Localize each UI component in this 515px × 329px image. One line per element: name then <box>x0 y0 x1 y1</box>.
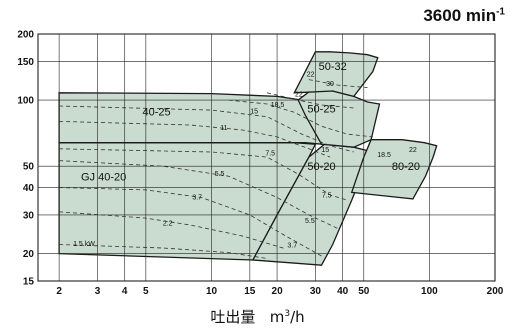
y-tick-label: 30 <box>23 210 35 221</box>
x-axis-label-exp: 3 <box>284 309 291 319</box>
speed-label: 3600 min-1 <box>423 6 505 26</box>
power-label: 18.5 <box>271 102 285 109</box>
power-curves-layer <box>59 79 373 259</box>
power-curve <box>59 160 338 229</box>
x-tick-label: 3 <box>95 286 101 297</box>
power-label: 15 <box>250 108 258 115</box>
power-curve <box>59 187 322 257</box>
x-tick-label: 20 <box>272 286 284 297</box>
power-curve <box>308 79 368 88</box>
x-tick-label: 2 <box>56 286 62 297</box>
plot-frame <box>37 33 496 282</box>
x-axis-label-tail: /h <box>290 308 305 326</box>
power-curve <box>267 92 354 109</box>
region-label: 50-20 <box>307 161 335 173</box>
speed-exponent: -1 <box>496 6 505 18</box>
power-label: 15 <box>321 147 329 154</box>
region-label: 80-20 <box>392 161 420 173</box>
y-tick-label: 40 <box>23 183 35 194</box>
x-tick-label: 15 <box>244 286 256 297</box>
power-label: 5.5 <box>215 171 225 178</box>
power-label: 7.5 <box>322 193 332 200</box>
y-tick-label: 20 <box>23 249 35 260</box>
power-label: 30 <box>326 81 334 88</box>
x-tick-label: 30 <box>310 286 322 297</box>
grid-layer <box>37 33 496 282</box>
labels-layer: 1.5 kW 2.2 3.7 5.5 7.5 11 15 18.5 22 30 15 18.5 22 22… <box>73 61 420 250</box>
x-axis-label: 吐出量 m3/h <box>0 306 515 327</box>
power-label: 22 <box>295 91 303 98</box>
x-axis-label-main: 吐出量 <box>210 308 256 326</box>
y-tick-label: 200 <box>17 30 34 41</box>
x-tick-label: 50 <box>358 286 370 297</box>
power-label: 22 <box>409 147 417 154</box>
region-40-25 <box>58 92 323 145</box>
y-tick-label: 100 <box>17 96 34 107</box>
power-curve <box>59 148 348 201</box>
power-curve <box>228 99 373 138</box>
region-label: GJ 40-20 <box>81 172 126 184</box>
y-tick-label: 150 <box>17 57 34 68</box>
power-curve <box>59 105 354 153</box>
power-label: 3.7 <box>287 243 297 250</box>
x-tick-label: 5 <box>143 286 149 297</box>
x-tick-label: 100 <box>421 286 438 297</box>
power-label: 18.5 <box>377 152 391 159</box>
y-tick-label: 50 <box>23 162 35 173</box>
x-tick-label: 10 <box>206 286 218 297</box>
x-tick-label: 40 <box>337 286 349 297</box>
power-curve <box>59 211 287 250</box>
power-label: 5.5 <box>305 218 315 225</box>
ticks-layer: 2 3 4 5 10 15 20 30 40 50 100 200 15 20 30 40 50 100 150 20… <box>17 30 503 298</box>
power-label: 11 <box>220 125 227 132</box>
x-tick-label: 200 <box>487 286 504 297</box>
region-label: 40-25 <box>143 107 171 119</box>
power-label: 22 <box>307 72 315 79</box>
region-label: 50-25 <box>307 103 335 115</box>
x-tick-label: 4 <box>122 286 128 297</box>
region-label: 50-32 <box>319 61 347 73</box>
x-axis-label-unit: m <box>269 308 285 326</box>
y-tick-label: 15 <box>23 277 35 288</box>
power-curve <box>59 244 268 259</box>
power-label: 2.2 <box>163 221 173 228</box>
speed-value: 3600 min <box>423 6 497 25</box>
power-label: 7.5 <box>265 150 275 157</box>
power-label: 1.5 kW <box>73 241 95 248</box>
power-label: 3.7 <box>192 195 202 202</box>
